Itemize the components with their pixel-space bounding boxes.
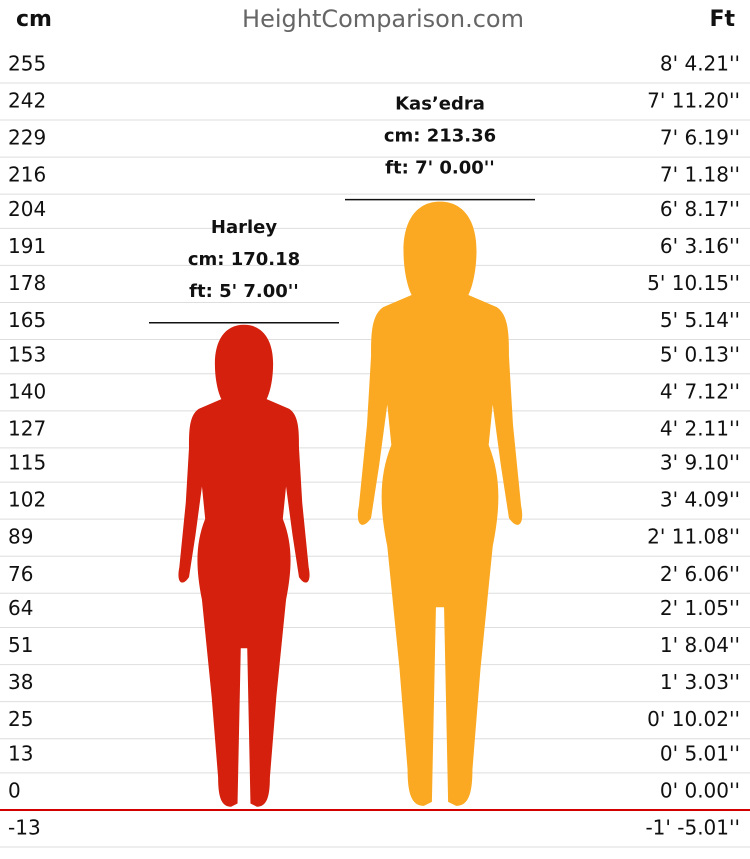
y-tick-label: 38 — [8, 670, 33, 694]
y-tick-label: 191 — [8, 234, 46, 258]
y2-tick-label: 1' 8.04'' — [660, 633, 740, 657]
y2-tick-label: 2' 11.08'' — [647, 525, 740, 549]
y2-tick-label: 7' 6.19'' — [660, 126, 740, 150]
y-tick-label: 153 — [8, 342, 46, 366]
y2-tick-label: 3' 9.10'' — [660, 451, 740, 475]
y-tick-label: 0 — [8, 778, 21, 802]
person-name: Kas’edra — [395, 94, 485, 115]
y2-tick-label: 5' 5.14'' — [660, 308, 740, 332]
y-tick-label: 89 — [8, 525, 33, 549]
y2-tick-label: 8' 4.21'' — [660, 51, 740, 75]
y2-tick-label: 6' 3.16'' — [660, 234, 740, 258]
y2-tick-label: 0' 0.00'' — [660, 778, 740, 802]
y2-tick-label: 5' 10.15'' — [647, 271, 740, 295]
y-tick-label: 178 — [8, 271, 46, 295]
person-ft: ft: 7' 0.00'' — [385, 158, 495, 179]
y-tick-label: 242 — [8, 89, 46, 113]
person-cm: cm: 213.36 — [384, 126, 496, 147]
person-ft: ft: 5' 7.00'' — [189, 281, 299, 302]
y-tick-label: -13 — [8, 816, 41, 840]
person-silhouette — [178, 324, 310, 807]
y2-tick-label: 1' 3.03'' — [660, 670, 740, 694]
y-tick-label: 127 — [8, 416, 46, 440]
y-tick-label: 229 — [8, 126, 46, 150]
y-tick-label: 13 — [8, 741, 33, 765]
y-tick-label: 140 — [8, 379, 46, 403]
y-tick-label: 76 — [8, 562, 33, 586]
y2-tick-label: 3' 4.09'' — [660, 488, 740, 512]
y2-tick-label: 4' 7.12'' — [660, 379, 740, 403]
y2-tick-label: 6' 8.17'' — [660, 197, 740, 221]
y2-tick-label: 0' 5.01'' — [660, 741, 740, 765]
y-tick-label: 25 — [8, 707, 33, 731]
chart-title: HeightComparison.com — [242, 5, 524, 33]
person-silhouette — [357, 201, 523, 806]
y2-axis-label: Ft — [709, 7, 735, 32]
y2-tick-label: 2' 6.06'' — [660, 562, 740, 586]
y-tick-label: 204 — [8, 197, 46, 221]
y-tick-label: 216 — [8, 163, 46, 187]
y-tick-label: 102 — [8, 488, 46, 512]
y2-tick-label: 0' 10.02'' — [647, 707, 740, 731]
person-cm: cm: 170.18 — [188, 249, 300, 270]
person-name: Harley — [211, 217, 277, 238]
y-axis-label: cm — [16, 7, 52, 32]
y-tick-label: 51 — [8, 633, 33, 657]
y-tick-label: 64 — [8, 596, 33, 620]
y2-tick-label: 7' 1.18'' — [660, 163, 740, 187]
y-tick-label: 165 — [8, 308, 46, 332]
y2-tick-label: 7' 11.20'' — [647, 89, 740, 113]
y2-tick-label: -1' -5.01'' — [645, 816, 740, 840]
y2-tick-label: 5' 0.13'' — [660, 342, 740, 366]
y2-tick-label: 4' 2.11'' — [660, 416, 740, 440]
y-tick-label: 255 — [8, 51, 46, 75]
y2-tick-label: 2' 1.05'' — [660, 596, 740, 620]
y-tick-label: 115 — [8, 451, 46, 475]
